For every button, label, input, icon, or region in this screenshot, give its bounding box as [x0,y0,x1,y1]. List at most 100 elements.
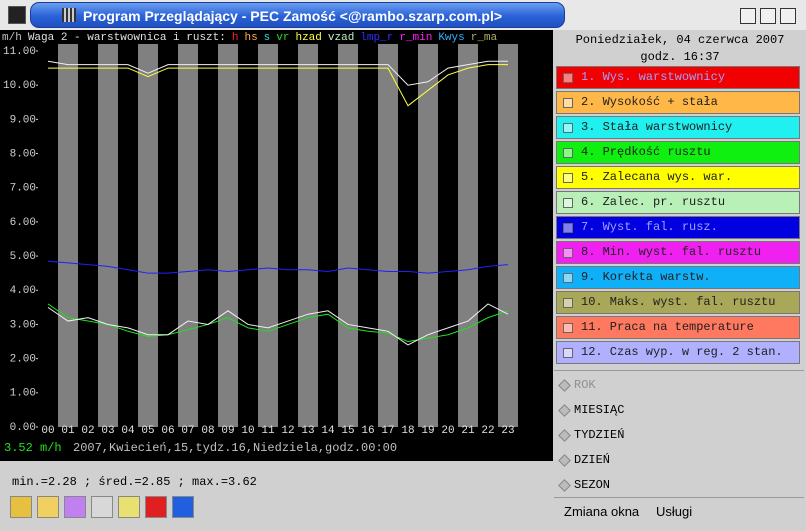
y-tick-label: 1.00 [10,388,36,400]
hour-stripe [298,44,318,427]
maximize-button[interactable] [760,8,776,24]
x-tick-label: 16 [361,425,374,437]
close-button[interactable] [780,8,796,24]
param-button[interactable]: 6. Zalec. pr. rusztu [556,191,800,214]
period-option[interactable]: ROK [574,378,596,392]
param-button[interactable]: 3. Stała warstwownicy [556,116,800,139]
y-tick-label: 3.00 [10,319,36,331]
app-icon [8,6,26,24]
period-option[interactable]: SEZON [574,478,611,492]
y-tick-label: 9.00 [10,114,36,126]
current-value: 3.52 m/h [4,441,62,455]
param-button[interactable]: 7. Wyst. fal. rusz. [556,216,800,239]
param-abbrev: lmp_r [360,32,393,44]
x-tick-label: 22 [481,425,494,437]
period-option[interactable]: DZIEŃ [574,453,611,467]
y-tick-label: 6.00 [10,217,36,229]
hour-stripe [458,44,478,427]
minimize-button[interactable] [740,8,756,24]
param-abbrev: hzad [295,32,321,44]
param-abbrev: r_ma [471,32,498,44]
panel-time: godz. 16:37 [640,50,720,64]
param-button[interactable]: 1. Wys. warstwownicy [556,66,800,89]
period-option[interactable]: TYDZIEŃ [574,428,625,442]
menu-item[interactable]: Usługi [656,504,693,519]
x-tick-label: 09 [221,425,234,437]
param-abbrev: vzad [328,32,354,44]
x-tick-label: 10 [241,425,254,437]
y-tick-label: 7.00 [10,183,36,195]
x-tick-label: 06 [161,425,174,437]
hour-stripe [258,44,278,427]
x-tick-label: 21 [461,425,475,437]
x-tick-label: 14 [321,425,335,437]
tool-button[interactable] [37,496,59,518]
side-panel: Poniedziałek, 04 czerwca 2007 godz. 16:3… [554,30,806,531]
chart-header: m/h Waga 2 - warstwownica i ruszt: h hs s vr h… [2,32,498,44]
x-tick-label: 23 [501,425,514,437]
y-tick-label: 2.00 [10,354,36,366]
title-icon [62,8,76,22]
param-button[interactable]: 5. Zalecana wys. war. [556,166,800,189]
window-title: Program Przeglądający - PEC Zamość <@ram… [30,2,565,28]
x-tick-label: 12 [281,425,294,437]
y-tick-label: 4.00 [10,285,36,297]
period-list: ROK MIESIĄC TYDZIEŃ DZIEŃ SEZON [554,370,804,498]
menu-item[interactable]: Zmiana okna [564,504,640,519]
x-tick-label: 05 [141,425,154,437]
param-button[interactable]: 9. Korekta warstw. [556,266,800,289]
hour-stripe [498,44,518,427]
x-tick-label: 18 [401,425,414,437]
param-button[interactable]: 12. Czas wyp. w reg. 2 stan. [556,341,800,364]
param-abbrev: r_min [399,32,432,44]
x-tick-label: 00 [41,425,54,437]
param-abbrev: vr [276,32,289,44]
x-tick-label: 17 [381,425,394,437]
y-tick-label: 10.00 [3,80,36,92]
hour-stripe [138,44,158,427]
chart: m/h Waga 2 - warstwownica i ruszt: h hs s vr h… [0,30,553,437]
x-tick-label: 01 [61,425,75,437]
y-tick-label: 5.00 [10,251,36,263]
stats: min.=2.28 ; śred.=2.85 ; max.=3.62 [12,475,257,489]
unit-label: m/h [2,32,22,44]
series-line [47,303,509,346]
param-button[interactable]: 4. Prędkość rusztu [556,141,800,164]
hour-stripe [218,44,238,427]
y-tick-label: 8.00 [10,148,36,160]
hour-stripe [58,44,78,427]
x-tick-label: 03 [101,425,114,437]
x-tick-label: 02 [81,425,94,437]
param-button[interactable]: 11. Praca na temperature [556,316,800,339]
chart-title: Waga 2 - warstwownica i ruszt: [28,32,226,44]
period-option[interactable]: MIESIĄC [574,403,625,417]
tool-button[interactable] [10,496,32,518]
x-tick-label: 13 [301,425,314,437]
x-tick-label: 15 [341,425,354,437]
param-button[interactable]: 10. Maks. wyst. fal. rusztu [556,291,800,314]
x-tick-label: 04 [121,425,135,437]
tool-button[interactable] [91,496,113,518]
param-abbrev: h [232,32,239,44]
hour-stripe [378,44,398,427]
menu-bar: Zmiana okna Usługi [554,502,806,526]
param-abbrev: Kwys [438,32,464,44]
cursor-date: 2007,Kwiecień,15,tydz.16,Niedziela,godz.… [73,441,398,455]
tool-button[interactable] [172,496,194,518]
series-line [47,60,508,86]
param-list: 1. Wys. warstwownicy 2. Wysokość + stała 3… [554,66,806,370]
status-area: 3.52 m/h 2007,Kwiecień,15,tydz.16,Niedzi… [0,437,553,531]
param-button[interactable]: 2. Wysokość + stała [556,91,800,114]
tool-button[interactable] [145,496,167,518]
series-line [47,260,509,274]
x-tick-label: 19 [421,425,434,437]
hour-stripe [338,44,358,427]
param-button[interactable]: 8. Min. wyst. fal. rusztu [556,241,800,264]
series-line [47,303,509,343]
param-abbrev: s [264,32,271,44]
hour-stripe [98,44,118,427]
tool-button[interactable] [118,496,140,518]
hour-stripe [418,44,438,427]
tool-button[interactable] [64,496,86,518]
hour-stripe [178,44,198,427]
